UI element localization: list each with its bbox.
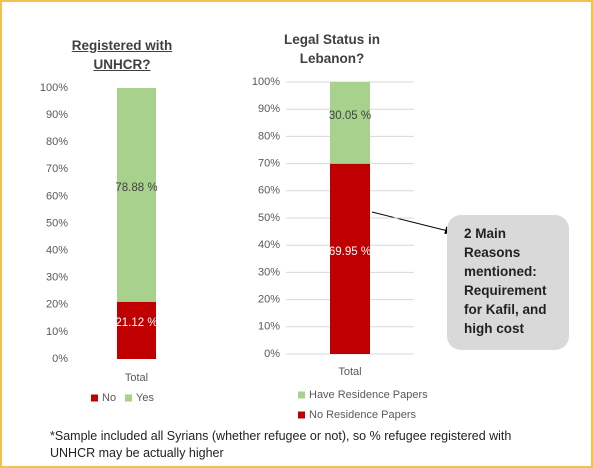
- legend-label: Yes: [136, 392, 154, 404]
- value-label: 78.88 %: [115, 181, 158, 194]
- legend-swatch: [298, 391, 305, 399]
- value-label: 69.95 %: [328, 245, 372, 258]
- y-tick-label: 0%: [264, 348, 280, 360]
- y-tick-label: 20%: [258, 294, 280, 306]
- bar-segment: [330, 163, 370, 354]
- y-tick-label: 60%: [46, 190, 68, 202]
- y-tick-label: 10%: [46, 326, 68, 338]
- y-tick-label: 40%: [46, 245, 68, 257]
- y-tick-label: 70%: [46, 163, 68, 175]
- y-tick-label: 100%: [252, 76, 280, 88]
- y-tick-label: 30%: [258, 266, 280, 278]
- x-tick-label: Total: [338, 366, 361, 378]
- y-tick-label: 70%: [258, 158, 280, 170]
- y-tick-label: 60%: [258, 185, 280, 197]
- y-tick-label: 90%: [258, 103, 280, 115]
- value-label: 30.05 %: [328, 109, 372, 122]
- y-tick-label: 80%: [258, 130, 280, 142]
- y-tick-label: 90%: [46, 109, 68, 121]
- bar-segment: [117, 88, 156, 302]
- value-label: 21.12 %: [115, 317, 158, 330]
- callout-arrow: [371, 211, 453, 235]
- callout-text: 2 Main Reasons mentioned: Requirement fo…: [464, 226, 547, 336]
- x-tick-label: Total: [125, 372, 148, 384]
- legend-swatch: [125, 394, 132, 402]
- y-tick-label: 10%: [258, 321, 280, 333]
- y-tick-label: 80%: [46, 136, 68, 148]
- y-tick-label: 100%: [40, 82, 68, 94]
- legend-label: No: [102, 392, 116, 404]
- y-tick-label: 30%: [46, 272, 68, 284]
- y-tick-label: 40%: [258, 239, 280, 251]
- chart-title: Registered with UNHCR?: [71, 38, 173, 72]
- legend-swatch: [298, 411, 305, 419]
- y-tick-label: 20%: [46, 299, 68, 311]
- legend-swatch: [91, 394, 98, 402]
- y-tick-label: 0%: [52, 353, 68, 365]
- chart-title: Legal Status in Lebanon?: [283, 32, 381, 66]
- bar-segment: [117, 301, 156, 359]
- y-tick-label: 50%: [46, 217, 68, 229]
- legend-label: Have Residence Papers: [309, 389, 428, 401]
- y-tick-label: 50%: [258, 212, 280, 224]
- callout-box: [447, 215, 569, 350]
- legend-label: No Residence Papers: [309, 409, 417, 421]
- bar-segment: [330, 82, 370, 164]
- footnote: *Sample included all Syrians (whether re…: [50, 429, 512, 460]
